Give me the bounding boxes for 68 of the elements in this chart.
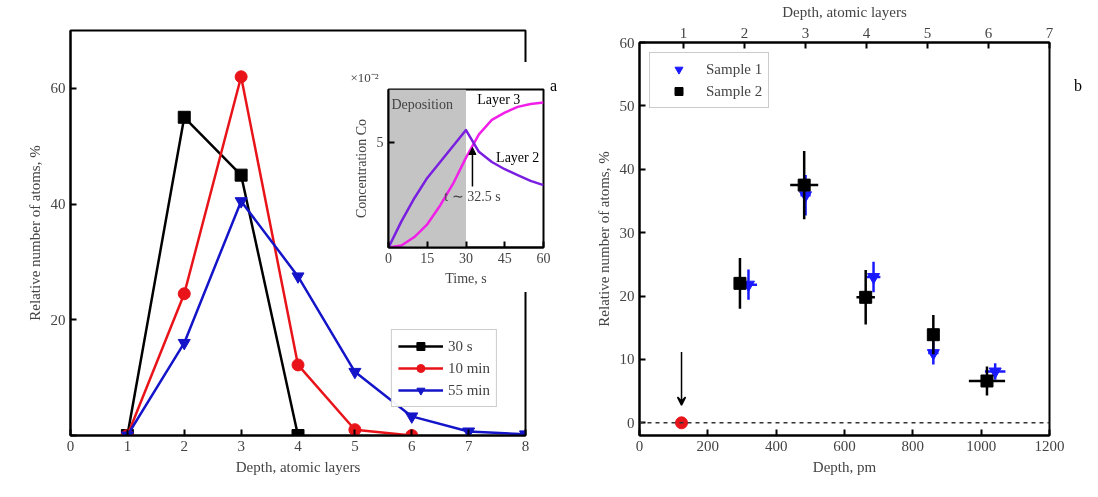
x-tick-label: 1 — [123, 437, 132, 454]
point — [234, 197, 248, 209]
point — [177, 110, 191, 124]
y-tick-label: 20 — [50, 311, 66, 328]
x2-tick-label: 2 — [740, 24, 749, 41]
y-tick-label: 20 — [619, 288, 635, 305]
x-axis-title: Time, s — [445, 270, 487, 286]
x-tick-label: 200 — [696, 437, 720, 454]
x-tick-label: 30 — [459, 250, 473, 266]
y-tick-label: 60 — [50, 80, 66, 97]
point — [291, 272, 305, 284]
point — [291, 358, 305, 372]
x-tick-label: 7 — [464, 437, 473, 454]
x2-tick-label: 3 — [801, 24, 810, 41]
x2-axis-title: Depth, atomic layers — [782, 3, 907, 20]
legend-label: Sample 2 — [706, 82, 763, 100]
series-label: Layer 3 — [477, 91, 521, 107]
point — [405, 412, 419, 424]
x-tick-label: 400 — [764, 437, 788, 454]
x2-tick-label: 4 — [862, 24, 871, 41]
x-tick-label: 0 — [385, 250, 392, 266]
x-tick-label: 15 — [420, 250, 435, 266]
point — [348, 367, 362, 380]
y-tick-label: 50 — [619, 97, 635, 114]
x2-tick-label: 6 — [984, 24, 993, 41]
x-tick-label: 3 — [237, 437, 245, 454]
point — [234, 168, 248, 182]
y-axis-title: Relative number of atoms, % — [26, 145, 43, 321]
x-axis-title: Depth, pm — [812, 458, 877, 475]
point — [177, 287, 191, 301]
point — [234, 70, 248, 84]
y-tick-label: 10 — [619, 351, 635, 368]
y-tick-label: 40 — [619, 161, 635, 178]
x-axis-title: Depth, atomic layers — [235, 458, 361, 475]
legend-label: 55 min — [447, 381, 490, 399]
x-tick-label: 8 — [521, 437, 530, 454]
x-tick-label: 800 — [901, 437, 925, 454]
point — [177, 338, 191, 351]
text: a — [550, 76, 558, 96]
point — [675, 416, 689, 430]
x-tick-label: 1000 — [966, 437, 997, 454]
x2-tick-label: 5 — [923, 24, 932, 41]
y-axis-title: Concentration Co — [353, 118, 369, 219]
x-tick-label: 1200 — [1034, 437, 1065, 454]
y-tick-label: 30 — [619, 224, 635, 241]
x-tick-label: 4 — [294, 437, 303, 454]
x-tick-label: 2 — [180, 437, 188, 454]
annotation: t ∼ 32.5 s — [444, 188, 501, 204]
annotation: ×10⁻² — [350, 69, 379, 85]
x-tick-label: 600 — [833, 437, 856, 454]
y-tick-label: 0 — [627, 414, 635, 431]
annotation: 5 — [376, 135, 384, 151]
band-label: Deposition — [391, 96, 453, 112]
y-tick-label: 40 — [50, 196, 66, 213]
y-axis-title: Relative number of atoms, % — [595, 151, 612, 327]
y-tick-label: 60 — [619, 34, 635, 51]
legend-label: 10 min — [447, 359, 490, 377]
series-label: Layer 2 — [496, 150, 540, 166]
legend-label: Sample 1 — [706, 60, 763, 78]
x2-tick-label: 7 — [1045, 24, 1054, 41]
x-tick-label: 6 — [408, 437, 416, 454]
x2-tick-label: 1 — [679, 24, 688, 41]
x-tick-label: 45 — [497, 250, 512, 266]
x-tick-label: 60 — [536, 250, 551, 266]
point — [348, 423, 362, 436]
legend-label: 30 s — [447, 337, 473, 355]
x-tick-label: 5 — [351, 437, 359, 454]
text: b — [1074, 76, 1082, 96]
